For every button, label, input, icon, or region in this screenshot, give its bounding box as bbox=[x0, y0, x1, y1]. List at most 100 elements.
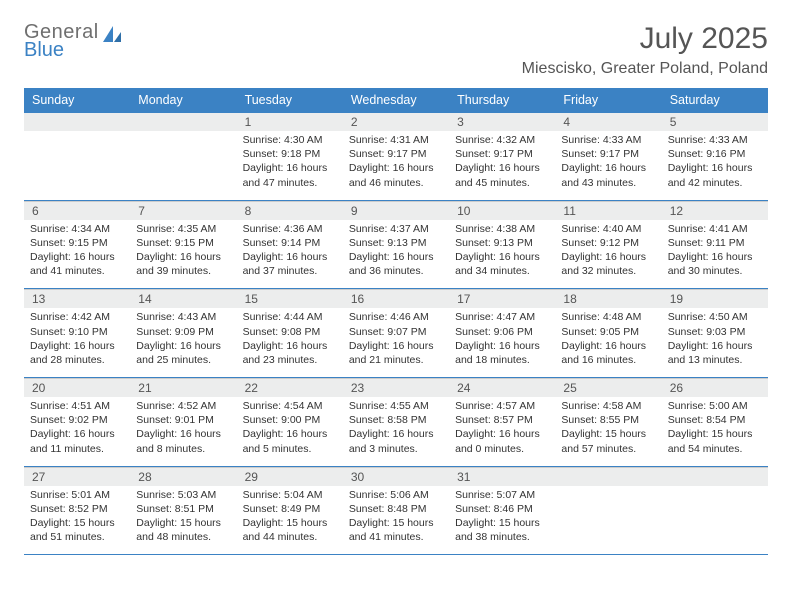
calendar-day-cell: 28Sunrise: 5:03 AMSunset: 8:51 PMDayligh… bbox=[130, 468, 236, 555]
calendar-day-cell: 2Sunrise: 4:31 AMSunset: 9:17 PMDaylight… bbox=[343, 113, 449, 200]
day-body bbox=[130, 131, 236, 187]
calendar-day-cell: 7 Sunrise: 4:35 AMSunset: 9:15 PMDaylight… bbox=[130, 202, 236, 289]
daylight-line: Daylight: 16 hours and 0 minutes. bbox=[455, 427, 549, 455]
location-label: Miescisko, Greater Poland, Poland bbox=[522, 60, 768, 78]
day-body: Sunrise: 4:57 AMSunset: 8:57 PMDaylight:… bbox=[449, 397, 555, 466]
day-number bbox=[130, 113, 236, 131]
sunset-line: Sunset: 8:49 PM bbox=[243, 502, 337, 516]
sunset-line: Sunset: 9:18 PM bbox=[243, 147, 337, 161]
sunrise-line: Sunrise: 4:41 AM bbox=[668, 222, 762, 236]
calendar-day-header: Saturday bbox=[662, 88, 768, 113]
calendar-day-cell: 13Sunrise: 4:42 AMSunset: 9:10 PMDayligh… bbox=[24, 290, 130, 377]
logo: General Blue bbox=[24, 22, 123, 60]
calendar-day-cell bbox=[24, 113, 130, 200]
daylight-line: Daylight: 16 hours and 30 minutes. bbox=[668, 250, 762, 278]
calendar-day-cell: 8Sunrise: 4:36 AMSunset: 9:14 PMDaylight… bbox=[237, 202, 343, 289]
calendar-day-header: Sunday bbox=[24, 88, 130, 113]
daylight-line: Daylight: 16 hours and 39 minutes. bbox=[136, 250, 230, 278]
day-number: 22 bbox=[237, 379, 343, 397]
sunrise-line: Sunrise: 4:54 AM bbox=[243, 399, 337, 413]
sunset-line: Sunset: 9:14 PM bbox=[243, 236, 337, 250]
calendar-day-cell: 10Sunrise: 4:38 AMSunset: 9:13 PMDayligh… bbox=[449, 202, 555, 289]
sunset-line: Sunset: 8:52 PM bbox=[30, 502, 124, 516]
day-body: Sunrise: 5:01 AMSunset: 8:52 PMDaylight:… bbox=[24, 486, 130, 555]
daylight-line: Daylight: 16 hours and 28 minutes. bbox=[30, 339, 124, 367]
day-body: Sunrise: 4:47 AMSunset: 9:06 PMDaylight:… bbox=[449, 308, 555, 377]
daylight-line: Daylight: 15 hours and 54 minutes. bbox=[668, 427, 762, 455]
calendar-day-cell: 11Sunrise: 4:40 AMSunset: 9:12 PMDayligh… bbox=[555, 202, 661, 289]
sunset-line: Sunset: 9:07 PM bbox=[349, 325, 443, 339]
calendar-day-cell: 16Sunrise: 4:46 AMSunset: 9:07 PMDayligh… bbox=[343, 290, 449, 377]
daylight-line: Daylight: 16 hours and 21 minutes. bbox=[349, 339, 443, 367]
daylight-line: Daylight: 16 hours and 16 minutes. bbox=[561, 339, 655, 367]
sunset-line: Sunset: 9:03 PM bbox=[668, 325, 762, 339]
sunset-line: Sunset: 9:13 PM bbox=[349, 236, 443, 250]
sunrise-line: Sunrise: 4:58 AM bbox=[561, 399, 655, 413]
calendar-day-cell: 3Sunrise: 4:32 AMSunset: 9:17 PMDaylight… bbox=[449, 113, 555, 200]
day-body: Sunrise: 5:03 AMSunset: 8:51 PMDaylight:… bbox=[130, 486, 236, 555]
day-number: 18 bbox=[555, 290, 661, 308]
sunset-line: Sunset: 9:08 PM bbox=[243, 325, 337, 339]
daylight-line: Daylight: 16 hours and 43 minutes. bbox=[561, 161, 655, 189]
day-number: 31 bbox=[449, 468, 555, 486]
calendar-day-cell: 9Sunrise: 4:37 AMSunset: 9:13 PMDaylight… bbox=[343, 202, 449, 289]
day-number: 12 bbox=[662, 202, 768, 220]
daylight-line: Daylight: 16 hours and 5 minutes. bbox=[243, 427, 337, 455]
day-number: 21 bbox=[130, 379, 236, 397]
sunset-line: Sunset: 9:17 PM bbox=[561, 147, 655, 161]
sunrise-line: Sunrise: 4:30 AM bbox=[243, 133, 337, 147]
day-number: 26 bbox=[662, 379, 768, 397]
sunrise-line: Sunrise: 5:03 AM bbox=[136, 488, 230, 502]
sunset-line: Sunset: 9:05 PM bbox=[561, 325, 655, 339]
day-number: 9 bbox=[343, 202, 449, 220]
calendar-day-cell: 26Sunrise: 5:00 AMSunset: 8:54 PMDayligh… bbox=[662, 379, 768, 466]
sunrise-line: Sunrise: 5:04 AM bbox=[243, 488, 337, 502]
day-body: Sunrise: 4:51 AMSunset: 9:02 PMDaylight:… bbox=[24, 397, 130, 466]
sunset-line: Sunset: 9:13 PM bbox=[455, 236, 549, 250]
sunrise-line: Sunrise: 4:57 AM bbox=[455, 399, 549, 413]
page: General Blue July 2025 Miescisko, Greate… bbox=[0, 0, 792, 555]
day-number: 6 bbox=[24, 202, 130, 220]
day-number: 8 bbox=[237, 202, 343, 220]
day-number: 25 bbox=[555, 379, 661, 397]
calendar-day-header: Tuesday bbox=[237, 88, 343, 113]
sunset-line: Sunset: 8:51 PM bbox=[136, 502, 230, 516]
logo-line2: Blue bbox=[24, 40, 99, 60]
calendar-day-cell: 15Sunrise: 4:44 AMSunset: 9:08 PMDayligh… bbox=[237, 290, 343, 377]
calendar-week: 13Sunrise: 4:42 AMSunset: 9:10 PMDayligh… bbox=[24, 289, 768, 378]
day-body: Sunrise: 4:42 AMSunset: 9:10 PMDaylight:… bbox=[24, 308, 130, 377]
sunrise-line: Sunrise: 4:33 AM bbox=[561, 133, 655, 147]
title-block: July 2025 Miescisko, Greater Poland, Pol… bbox=[522, 22, 768, 78]
sunrise-line: Sunrise: 5:00 AM bbox=[668, 399, 762, 413]
day-number: 14 bbox=[130, 290, 236, 308]
sunrise-line: Sunrise: 4:35 AM bbox=[136, 222, 230, 236]
day-number: 1 bbox=[237, 113, 343, 131]
day-body bbox=[555, 486, 661, 542]
day-body: Sunrise: 4:43 AMSunset: 9:09 PMDaylight:… bbox=[130, 308, 236, 377]
calendar-day-cell: 29Sunrise: 5:04 AMSunset: 8:49 PMDayligh… bbox=[237, 468, 343, 555]
calendar-day-cell: 12Sunrise: 4:41 AMSunset: 9:11 PMDayligh… bbox=[662, 202, 768, 289]
sunset-line: Sunset: 9:02 PM bbox=[30, 413, 124, 427]
calendar-day-cell: 17Sunrise: 4:47 AMSunset: 9:06 PMDayligh… bbox=[449, 290, 555, 377]
calendar-day-cell: 1Sunrise: 4:30 AMSunset: 9:18 PMDaylight… bbox=[237, 113, 343, 200]
sunset-line: Sunset: 8:48 PM bbox=[349, 502, 443, 516]
day-number: 28 bbox=[130, 468, 236, 486]
day-number: 3 bbox=[449, 113, 555, 131]
calendar-day-cell: 24Sunrise: 4:57 AMSunset: 8:57 PMDayligh… bbox=[449, 379, 555, 466]
day-body: Sunrise: 4:54 AMSunset: 9:00 PMDaylight:… bbox=[237, 397, 343, 466]
calendar-day-cell: 21Sunrise: 4:52 AMSunset: 9:01 PMDayligh… bbox=[130, 379, 236, 466]
calendar-day-header: Monday bbox=[130, 88, 236, 113]
daylight-line: Daylight: 15 hours and 41 minutes. bbox=[349, 516, 443, 544]
daylight-line: Daylight: 16 hours and 23 minutes. bbox=[243, 339, 337, 367]
daylight-line: Daylight: 16 hours and 36 minutes. bbox=[349, 250, 443, 278]
calendar-day-cell bbox=[555, 468, 661, 555]
daylight-line: Daylight: 16 hours and 41 minutes. bbox=[30, 250, 124, 278]
day-body bbox=[662, 486, 768, 542]
day-number: 7 bbox=[130, 202, 236, 220]
day-number: 27 bbox=[24, 468, 130, 486]
sunrise-line: Sunrise: 4:48 AM bbox=[561, 310, 655, 324]
calendar-day-cell: 14Sunrise: 4:43 AMSunset: 9:09 PMDayligh… bbox=[130, 290, 236, 377]
sunset-line: Sunset: 9:15 PM bbox=[30, 236, 124, 250]
day-body: Sunrise: 4:33 AMSunset: 9:17 PMDaylight:… bbox=[555, 131, 661, 200]
sunset-line: Sunset: 9:15 PM bbox=[136, 236, 230, 250]
